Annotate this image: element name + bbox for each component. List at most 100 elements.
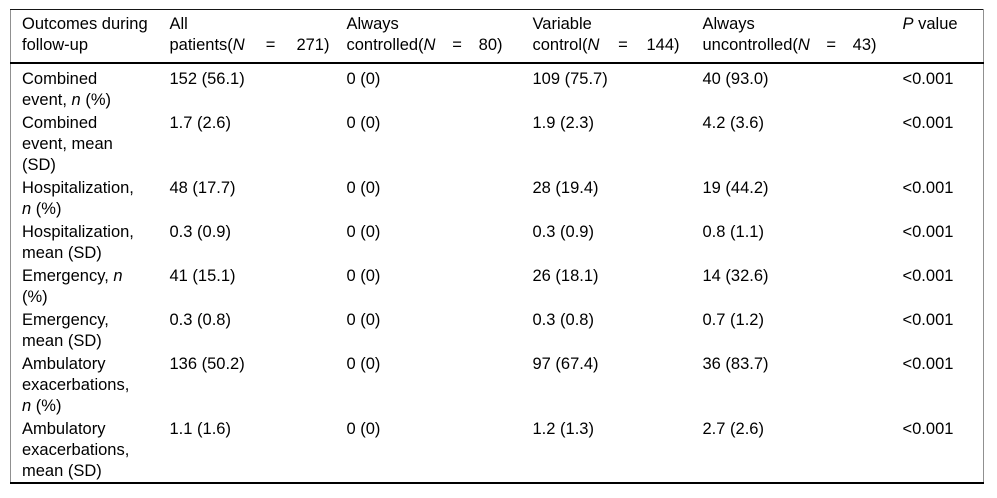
- header-line1: Always: [346, 15, 399, 33]
- row-label-text: Ambulatory exacerbations,: [22, 355, 130, 394]
- cell-variable-control: 97 (67.4): [532, 355, 599, 373]
- header-n-group: uncontrolled(N: [703, 35, 810, 56]
- header-pre-text: controlled(: [346, 36, 424, 54]
- p-symbol: P: [902, 15, 914, 33]
- cell-always-controlled: 0 (0): [346, 420, 381, 438]
- p-value-label: value: [913, 15, 958, 33]
- cell-always-controlled: 0 (0): [346, 311, 381, 329]
- header-line2: patients(N = 271): [170, 35, 347, 56]
- header-n-group: controlled(N: [347, 35, 436, 56]
- header-line1: Variable: [532, 15, 592, 33]
- table-row: Hospitalization, mean (SD) 0.3 (0.9) 0 (…: [11, 220, 984, 264]
- row-label-text: (%): [31, 397, 62, 415]
- row-label-text: (%): [31, 200, 62, 218]
- cell-variable-control: 0.3 (0.8): [532, 311, 594, 329]
- equals-sign: =: [452, 36, 462, 54]
- row-label-text: Ambulatory exacerbations, mean (SD): [22, 420, 130, 480]
- cell-always-uncontrolled: 0.7 (1.2): [702, 311, 764, 329]
- cell-variable-control: 1.9 (2.3): [532, 114, 594, 132]
- cell-all-patients: 1.1 (1.6): [169, 420, 231, 438]
- row-label: Ambulatory exacerbations, n (%): [11, 352, 170, 417]
- cell-all-patients: 136 (50.2): [169, 355, 245, 373]
- row-label-text: Hospitalization, mean (SD): [22, 223, 134, 262]
- header-pre-text: patients(: [169, 36, 233, 54]
- cell-p-value: <0.001: [902, 223, 954, 241]
- row-label: Combined event, n (%): [11, 63, 170, 111]
- cell-always-controlled: 0 (0): [346, 355, 381, 373]
- row-label-text: Hospitalization,: [22, 179, 134, 197]
- cell-variable-control: 26 (18.1): [532, 267, 599, 285]
- header-n-group: patients(N: [170, 35, 245, 56]
- cell-always-uncontrolled: 19 (44.2): [702, 179, 769, 197]
- table-row: Emergency, mean (SD) 0.3 (0.8) 0 (0) 0.3…: [11, 308, 984, 352]
- table-row: Combined event, mean (SD) 1.7 (2.6) 0 (0…: [11, 111, 984, 176]
- cell-all-patients: 48 (17.7): [169, 179, 236, 197]
- cell-all-patients: 1.7 (2.6): [169, 114, 231, 132]
- cell-variable-control: 0.3 (0.9): [532, 223, 594, 241]
- cell-all-patients: 41 (15.1): [169, 267, 236, 285]
- cell-variable-control: 28 (19.4): [532, 179, 599, 197]
- row-label-text: Combined event,: [22, 70, 98, 109]
- header-n-group: control(N: [533, 35, 600, 56]
- cell-always-controlled: 0 (0): [346, 70, 381, 88]
- n-symbol: n: [113, 267, 123, 285]
- cell-all-patients: 0.3 (0.8): [169, 311, 231, 329]
- header-pre-text: uncontrolled(: [702, 36, 798, 54]
- n-count: 43): [852, 36, 877, 54]
- n-symbol: n: [71, 91, 81, 109]
- row-label: Emergency, n (%): [11, 264, 170, 308]
- n-count: 144): [646, 36, 680, 54]
- table-header: Outcomes during follow-up All patients(N =…: [10, 9, 984, 64]
- n-symbol: N: [232, 36, 245, 54]
- col-header-p-value: P value: [902, 9, 984, 64]
- cell-always-controlled: 0 (0): [346, 223, 381, 241]
- cell-always-uncontrolled: 14 (32.6): [702, 267, 769, 285]
- header-line2: controlled(N = 80): [347, 35, 533, 56]
- cell-always-uncontrolled: 40 (93.0): [702, 70, 769, 88]
- cell-variable-control: 1.2 (1.3): [532, 420, 594, 438]
- n-symbol: N: [587, 36, 600, 54]
- header-line2: control(N = 144): [533, 35, 703, 56]
- row-label: Hospitalization, n (%): [11, 176, 170, 220]
- col-header-all-patients: All patients(N = 271): [169, 9, 347, 64]
- n-symbol: N: [797, 36, 810, 54]
- equals-sign: =: [618, 36, 628, 54]
- outcomes-table: Outcomes during follow-up All patients(N =…: [10, 9, 984, 484]
- cell-variable-control: 109 (75.7): [532, 70, 608, 88]
- row-label: Hospitalization, mean (SD): [11, 220, 170, 264]
- row-label-text: (%): [80, 91, 111, 109]
- col-header-outcomes-label: Outcomes during follow-up: [22, 15, 148, 54]
- equals-sign: =: [265, 36, 276, 54]
- cell-always-uncontrolled: 2.7 (2.6): [702, 420, 764, 438]
- cell-p-value: <0.001: [902, 179, 954, 197]
- cell-always-controlled: 0 (0): [346, 179, 381, 197]
- cell-p-value: <0.001: [902, 311, 954, 329]
- cell-always-controlled: 0 (0): [346, 267, 381, 285]
- n-count: 80): [478, 36, 503, 54]
- col-header-variable-control: Variable control(N = 144): [532, 9, 703, 64]
- cell-always-uncontrolled: 0.8 (1.1): [702, 223, 764, 241]
- row-label-text: (%): [22, 288, 48, 306]
- row-label: Combined event, mean (SD): [11, 111, 170, 176]
- cell-p-value: <0.001: [902, 420, 954, 438]
- outcomes-table-container: Outcomes during follow-up All patients(N =…: [10, 9, 984, 484]
- row-label-text: Emergency,: [22, 267, 114, 285]
- table-row: Combined event, n (%) 152 (56.1) 0 (0) 1…: [11, 63, 984, 111]
- row-label-text: Emergency, mean (SD): [22, 311, 109, 350]
- table-row: Ambulatory exacerbations, n (%) 136 (50.…: [11, 352, 984, 417]
- cell-p-value: <0.001: [902, 355, 954, 373]
- cell-p-value: <0.001: [902, 114, 954, 132]
- n-count: 271): [296, 36, 330, 54]
- n-symbol: n: [22, 397, 32, 415]
- table-row: Hospitalization, n (%) 48 (17.7) 0 (0) 2…: [11, 176, 984, 220]
- col-header-outcomes: Outcomes during follow-up: [10, 9, 170, 64]
- row-label: Ambulatory exacerbations, mean (SD): [11, 417, 170, 483]
- table-body: Combined event, n (%) 152 (56.1) 0 (0) 1…: [11, 63, 984, 483]
- table-row: Ambulatory exacerbations, mean (SD) 1.1 …: [11, 417, 984, 483]
- header-line1: All: [169, 15, 188, 33]
- n-symbol: N: [423, 36, 436, 54]
- header-row: Outcomes during follow-up All patients(N =…: [10, 9, 984, 64]
- cell-all-patients: 152 (56.1): [169, 70, 245, 88]
- cell-p-value: <0.001: [902, 70, 954, 88]
